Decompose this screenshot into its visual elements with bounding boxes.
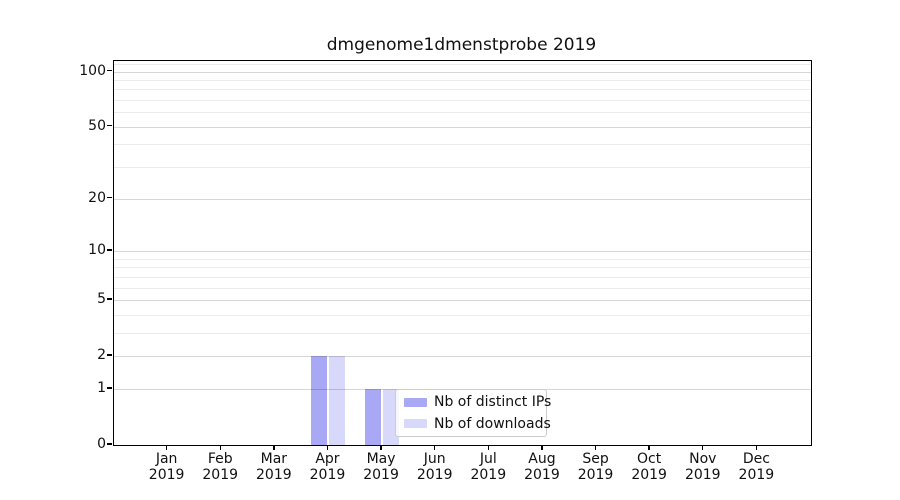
gridline-minor — [114, 112, 811, 114]
gridline-major — [114, 198, 811, 200]
x-tick-label: Jun 2019 — [416, 451, 453, 483]
bar-distinct-ips-apr — [311, 356, 328, 445]
y-tick-mark — [107, 354, 112, 356]
x-tick-mark — [165, 445, 168, 450]
x-tick-label: Jul 2019 — [470, 451, 507, 483]
gridline-minor — [114, 100, 811, 102]
x-tick-label: Mar 2019 — [256, 451, 292, 483]
gridline-major — [114, 71, 811, 73]
gridline-minor — [114, 144, 811, 146]
y-tick-label: 5 — [97, 290, 106, 307]
legend: Nb of distinct IPs Nb of downloads — [395, 389, 551, 437]
x-tick-mark — [541, 445, 543, 450]
gridline-minor — [114, 314, 811, 316]
gridline-minor — [114, 167, 811, 169]
legend-label-distinct-ips: Nb of distinct IPs — [434, 394, 552, 411]
gridline-major — [114, 126, 811, 128]
bar-distinct-ips-may — [365, 388, 382, 445]
legend-item-downloads: Nb of downloads — [404, 416, 551, 433]
x-tick-label: Nov 2019 — [684, 451, 721, 483]
x-tick-mark — [219, 445, 221, 450]
legend-swatch-downloads — [404, 419, 427, 429]
y-tick-mark — [107, 249, 112, 251]
x-tick-label: Oct 2019 — [631, 451, 667, 483]
y-tick-label: 20 — [88, 189, 106, 206]
gridline-minor — [114, 332, 811, 334]
gridline-minor — [114, 287, 811, 289]
legend-item-distinct-ips: Nb of distinct IPs — [404, 394, 551, 411]
x-tick-mark — [487, 445, 489, 450]
x-tick-label: Sep 2019 — [577, 451, 614, 483]
x-tick-mark — [380, 445, 382, 450]
x-tick-mark — [594, 445, 597, 450]
x-tick-label: Aug 2019 — [524, 451, 560, 483]
gridline-major — [114, 250, 811, 252]
plot-area — [113, 60, 812, 446]
x-tick-mark — [702, 445, 704, 450]
grid-layer — [114, 61, 811, 445]
y-tick-label: 10 — [88, 241, 106, 258]
y-tick-mark — [107, 387, 112, 389]
chart-title: dmgenome1dmenstprobe 2019 — [326, 35, 597, 55]
x-tick-mark — [648, 445, 650, 450]
y-tick-label: 0 — [97, 436, 106, 452]
bar-downloads-apr — [329, 356, 346, 445]
x-tick-label: Dec 2019 — [738, 451, 775, 483]
gridline-minor — [114, 276, 811, 278]
y-tick-mark — [107, 125, 112, 127]
y-tick-mark — [107, 196, 112, 199]
y-tick-label: 50 — [88, 117, 106, 134]
x-tick-label: Apr 2019 — [309, 451, 346, 483]
y-tick-mark — [107, 69, 112, 72]
x-tick-label: May 2019 — [363, 451, 399, 483]
x-tick-label: Jan 2019 — [148, 451, 185, 483]
y-tick-label: 100 — [79, 62, 106, 79]
legend-swatch-distinct-ips — [404, 397, 427, 407]
gridline-minor — [114, 267, 811, 269]
x-tick-label: Feb 2019 — [202, 451, 239, 483]
legend-label-downloads: Nb of downloads — [434, 415, 551, 432]
x-tick-mark — [326, 445, 329, 450]
x-tick-mark — [755, 445, 758, 450]
y-tick-label: 2 — [97, 347, 106, 364]
gridline-major — [114, 299, 811, 301]
gridline-minor — [114, 63, 811, 65]
x-tick-mark — [433, 445, 436, 450]
gridline-major — [114, 356, 811, 358]
gridline-minor — [114, 258, 811, 260]
gridline-minor — [114, 89, 811, 91]
y-tick-label: 1 — [97, 379, 106, 396]
y-tick-mark — [107, 298, 112, 300]
y-tick-mark — [107, 443, 112, 445]
x-tick-mark — [273, 445, 275, 450]
gridline-minor — [114, 79, 811, 81]
